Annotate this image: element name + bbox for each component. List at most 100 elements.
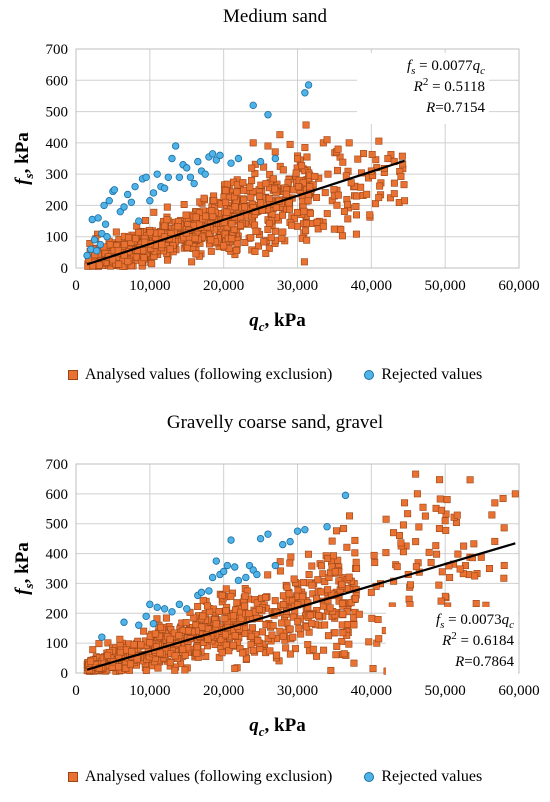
data-point-rejected <box>160 605 169 613</box>
data-point-analysed <box>264 142 272 150</box>
data-point-analysed <box>182 211 190 219</box>
data-point-analysed <box>141 216 149 224</box>
data-point-analysed <box>324 586 332 594</box>
data-point-analysed <box>337 226 345 234</box>
data-point-analysed <box>304 641 312 649</box>
data-point-analysed <box>260 238 268 246</box>
data-point-analysed <box>286 625 294 633</box>
data-point-rejected <box>341 491 350 500</box>
y-tick-label: 300 <box>46 167 69 183</box>
data-point-analysed <box>301 144 309 152</box>
data-point-analysed <box>332 651 340 659</box>
data-point-analysed <box>500 562 508 570</box>
data-point-analysed <box>311 172 319 180</box>
data-point-analysed <box>352 202 360 210</box>
y-tick-label: 500 <box>46 105 69 121</box>
data-point-analysed <box>419 503 427 511</box>
data-point-analysed <box>499 494 507 502</box>
data-point-analysed <box>491 537 499 545</box>
data-point-analysed <box>389 529 397 537</box>
data-point-analysed <box>286 140 294 148</box>
data-point-analysed <box>242 655 250 663</box>
chart-title: Medium sand <box>223 6 327 27</box>
data-point-rejected <box>256 157 265 166</box>
plot-area <box>75 463 520 674</box>
data-point-analysed <box>220 242 228 250</box>
data-point-rejected <box>110 186 119 194</box>
data-point-analysed <box>287 553 295 561</box>
data-point-analysed <box>228 220 236 228</box>
data-point-analysed <box>333 166 341 174</box>
data-point-analysed <box>293 222 301 230</box>
data-point-analysed <box>350 659 358 667</box>
data-point-rejected <box>212 557 220 565</box>
data-point-analysed <box>181 652 189 660</box>
data-point-analysed <box>279 211 287 219</box>
data-point-analysed <box>300 207 308 215</box>
data-point-analysed <box>264 571 272 579</box>
data-point-analysed <box>300 579 308 587</box>
data-point-rejected <box>164 173 172 181</box>
data-point-analysed <box>371 200 379 208</box>
data-point-analysed <box>303 623 311 631</box>
data-point-rejected <box>92 247 101 255</box>
data-point-analysed <box>233 240 241 248</box>
legend: Analysed values (following exclusion) Re… <box>0 768 550 787</box>
data-point-analysed <box>375 635 383 643</box>
data-point-analysed <box>324 632 332 640</box>
data-point-analysed <box>174 223 182 231</box>
data-point-analysed <box>399 521 407 529</box>
data-point-rejected <box>223 561 232 570</box>
data-point-analysed <box>313 218 321 226</box>
data-point-analysed <box>338 599 346 607</box>
x-tick-label: 30,000 <box>277 278 318 294</box>
data-point-analysed <box>104 651 112 659</box>
data-point-rejected <box>149 620 158 628</box>
data-point-analysed <box>202 212 210 220</box>
data-point-analysed <box>269 622 277 630</box>
data-point-analysed <box>229 612 237 620</box>
data-point-analysed <box>279 228 287 236</box>
data-point-analysed <box>239 649 247 657</box>
annotation-line: R2 = 0.6184 <box>441 630 514 649</box>
data-point-analysed <box>443 496 451 504</box>
data-point-analysed <box>290 575 298 583</box>
data-point-analysed <box>217 635 225 643</box>
square-marker-icon <box>67 370 78 380</box>
data-point-analysed <box>282 190 290 198</box>
data-point-analysed <box>500 524 508 532</box>
data-point-analysed <box>161 222 169 230</box>
data-point-analysed <box>308 581 316 589</box>
data-point-analysed <box>330 225 338 233</box>
data-point-analysed <box>247 234 255 242</box>
data-point-analysed <box>162 614 170 622</box>
y-tick-label: 0 <box>61 261 69 277</box>
data-point-analysed <box>158 241 166 249</box>
data-point-analysed <box>436 495 444 503</box>
data-point-analysed <box>272 227 280 235</box>
data-point-analysed <box>283 583 291 591</box>
y-tick-label: 600 <box>46 487 69 503</box>
data-point-rejected <box>135 621 143 629</box>
data-point-analysed <box>433 550 441 558</box>
data-point-analysed <box>363 190 371 198</box>
data-point-analysed <box>140 627 148 635</box>
circle-marker-icon <box>364 370 375 380</box>
data-point-rejected <box>205 587 213 595</box>
data-point-analysed <box>413 490 421 498</box>
data-point-analysed <box>321 189 329 197</box>
data-point-analysed <box>344 620 352 628</box>
data-point-rejected <box>231 563 239 571</box>
data-point-analysed <box>400 181 408 189</box>
data-point-analysed <box>132 235 140 243</box>
series-analysed <box>83 470 519 675</box>
x-tick-label: 50,000 <box>425 278 466 294</box>
data-point-analysed <box>257 199 265 207</box>
data-point-analysed <box>352 558 360 566</box>
data-point-analysed <box>199 596 207 604</box>
data-point-analysed <box>343 543 351 551</box>
data-point-analysed <box>227 592 235 600</box>
data-point-analysed <box>319 570 327 578</box>
data-point-analysed <box>406 601 414 609</box>
annotation-line: fs = 0.0073qc <box>436 612 514 631</box>
